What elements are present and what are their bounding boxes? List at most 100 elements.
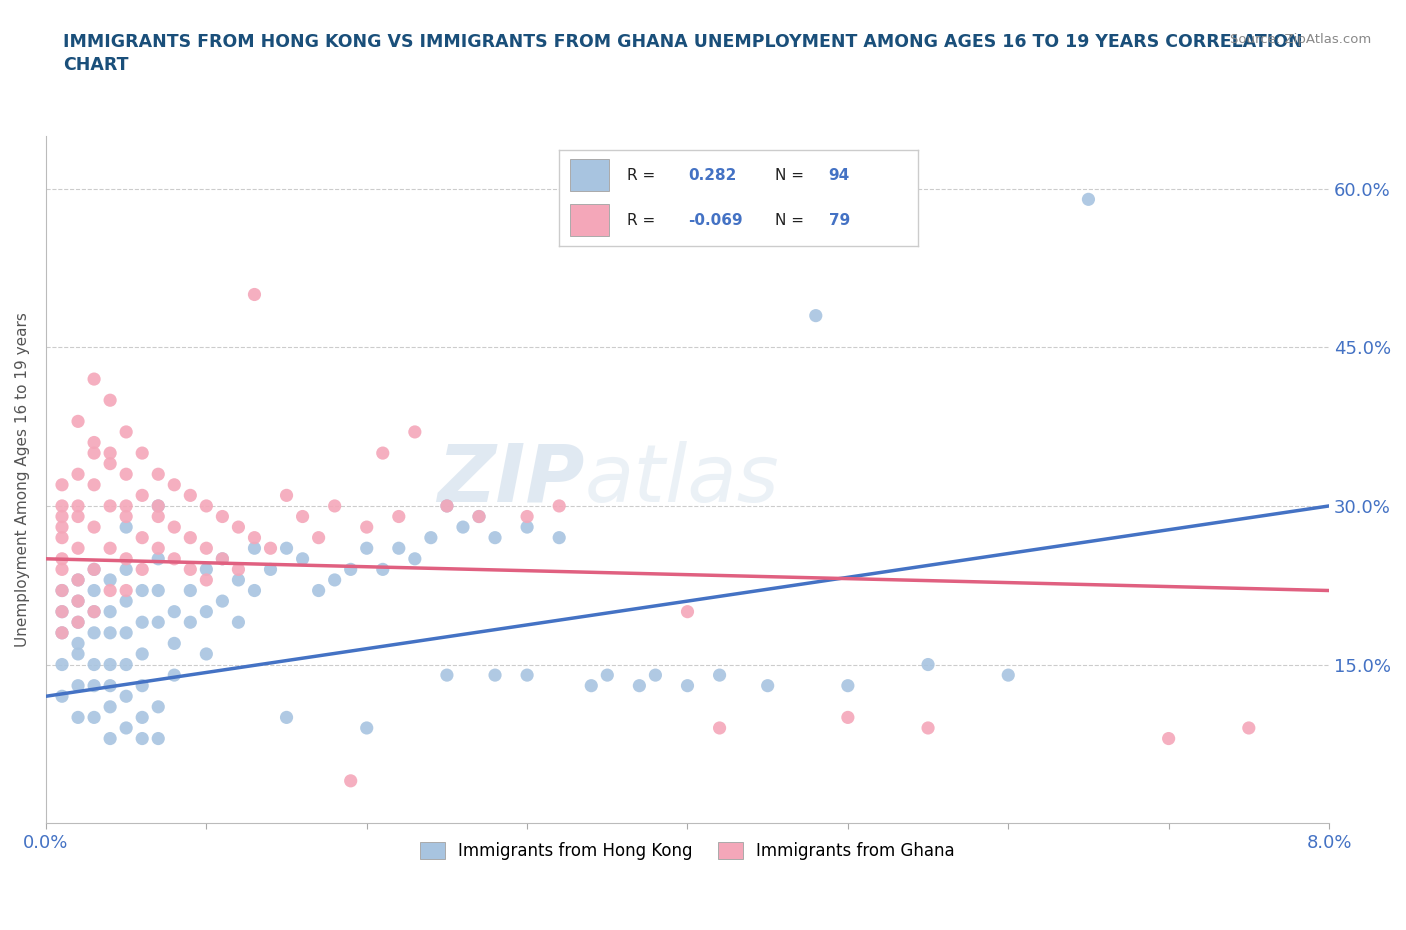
Point [67,710,90,724]
Point [371,445,394,460]
Point [98,583,121,598]
Point [67,573,90,588]
Point [98,625,121,640]
Point [243,287,266,302]
Point [83,583,105,598]
Point [997,668,1019,683]
Point [131,583,153,598]
Point [468,509,491,524]
Point [837,710,859,724]
Point [131,678,153,693]
Point [131,530,153,545]
Point [163,668,186,683]
Point [276,488,298,503]
Point [115,658,138,672]
Point [339,774,361,789]
Point [67,498,90,513]
Point [51,689,73,704]
Point [67,467,90,482]
Point [548,530,571,545]
Point [195,646,218,661]
Point [148,541,170,556]
Point [67,593,90,608]
Point [98,392,121,407]
Text: ZIP: ZIP [437,441,585,519]
Point [98,678,121,693]
Point [837,678,859,693]
Point [436,498,458,513]
Point [98,541,121,556]
Legend: Immigrants from Hong Kong, Immigrants from Ghana: Immigrants from Hong Kong, Immigrants fr… [413,835,962,867]
Point [83,562,105,577]
Point [98,573,121,588]
Point [148,699,170,714]
Point [404,551,426,566]
Point [148,615,170,630]
Point [163,551,186,566]
Point [51,562,73,577]
Point [308,583,330,598]
Point [228,573,250,588]
Point [67,678,90,693]
Point [148,583,170,598]
Point [83,710,105,724]
Point [259,562,281,577]
Text: IMMIGRANTS FROM HONG KONG VS IMMIGRANTS FROM GHANA UNEMPLOYMENT AMONG AGES 16 TO: IMMIGRANTS FROM HONG KONG VS IMMIGRANTS … [63,33,1303,74]
Point [211,551,233,566]
Point [404,424,426,439]
Point [1077,192,1099,206]
Point [131,710,153,724]
Point [131,646,153,661]
Point [115,593,138,608]
Point [148,467,170,482]
Point [163,477,186,492]
Point [356,541,378,556]
Point [644,668,666,683]
Point [356,520,378,535]
Y-axis label: Unemployment Among Ages 16 to 19 years: Unemployment Among Ages 16 to 19 years [15,312,30,647]
Point [371,562,394,577]
Point [709,668,731,683]
Point [115,498,138,513]
Point [83,625,105,640]
Point [51,477,73,492]
Point [51,625,73,640]
Point [484,530,506,545]
Point [179,562,201,577]
Point [228,562,250,577]
Point [115,625,138,640]
Point [195,498,218,513]
Point [516,668,538,683]
Point [51,658,73,672]
Point [179,488,201,503]
Point [83,658,105,672]
Point [356,721,378,736]
Point [98,498,121,513]
Point [51,604,73,619]
Point [195,573,218,588]
Point [291,509,314,524]
Point [419,530,441,545]
Point [83,445,105,460]
Point [548,498,571,513]
Point [83,520,105,535]
Point [676,678,699,693]
Point [115,562,138,577]
Text: Source: ZipAtlas.com: Source: ZipAtlas.com [1230,33,1371,46]
Point [115,509,138,524]
Point [148,498,170,513]
Point [581,678,603,693]
Point [709,721,731,736]
Point [83,604,105,619]
Point [163,520,186,535]
Point [98,457,121,472]
Point [484,668,506,683]
Point [211,551,233,566]
Point [131,488,153,503]
Point [83,562,105,577]
Point [436,668,458,683]
Point [148,498,170,513]
Point [115,583,138,598]
Text: atlas: atlas [585,441,779,519]
Point [98,731,121,746]
